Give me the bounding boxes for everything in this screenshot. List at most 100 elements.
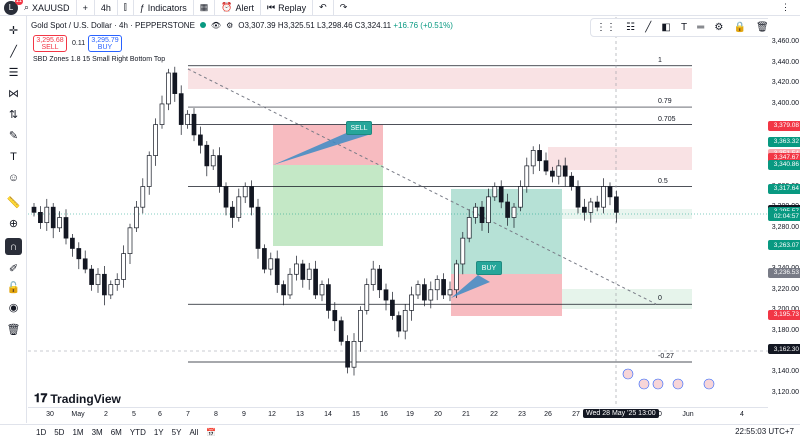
visibility-tool[interactable]: ◉ xyxy=(5,299,22,316)
prediction-tool[interactable]: ⇅ xyxy=(5,106,22,123)
range-5d[interactable]: 5D xyxy=(54,427,65,437)
chart-legend: Gold Spot / U.S. Dollar · 4h · PEPPERSTO… xyxy=(31,18,453,32)
fib-tool[interactable]: ☰ xyxy=(5,64,22,81)
supply-zone-mid xyxy=(548,147,692,170)
trendline-tool[interactable]: ╱ xyxy=(5,43,22,60)
lock-drawing-tool[interactable]: ✐ xyxy=(5,260,22,277)
delete-tool[interactable]: 🗑 xyxy=(5,321,22,338)
time-tick: 6 xyxy=(158,411,162,418)
gear-icon[interactable]: ⚙ xyxy=(226,20,234,30)
add-symbol-button[interactable]: + xyxy=(77,0,95,16)
indicators-button[interactable]: ƒ Indicators xyxy=(134,0,194,16)
price-tag: 02:04:57 xyxy=(768,211,800,222)
candle-body xyxy=(505,201,510,218)
candle-body xyxy=(370,268,376,285)
pattern-tool[interactable]: ⋈ xyxy=(5,85,22,102)
undo-button[interactable]: ↶ xyxy=(313,0,334,16)
drag-handle-icon[interactable]: ⋮⋮ xyxy=(596,22,617,33)
range-3m[interactable]: 3M xyxy=(91,427,103,437)
lock-icon[interactable]: 🔒 xyxy=(733,22,746,33)
candle-body xyxy=(230,206,235,218)
candle-body xyxy=(114,279,120,285)
buy-callout[interactable]: BUY xyxy=(476,261,502,275)
candle-body xyxy=(582,206,587,213)
text-tool[interactable]: T xyxy=(5,148,22,165)
range-6m[interactable]: 6M xyxy=(110,427,122,437)
eye-icon[interactable]: 👁 xyxy=(210,20,222,30)
economic-event-icon[interactable] xyxy=(622,368,634,380)
line-color-icon[interactable]: ╱ xyxy=(645,22,652,33)
price-chart[interactable] xyxy=(28,17,768,407)
candle-body xyxy=(454,263,459,291)
calendar-icon[interactable]: 📅 xyxy=(206,427,217,437)
emoji-tool[interactable]: ☺ xyxy=(5,169,22,186)
price-tick: 3,120.00 xyxy=(771,389,799,396)
sell-callout[interactable]: SELL xyxy=(346,121,372,135)
crosshair-tool[interactable]: ✛ xyxy=(5,22,22,39)
range-all[interactable]: All xyxy=(189,427,199,437)
layout-button[interactable]: ▦ xyxy=(194,0,216,16)
date-ranges: 1D 5D 1M 3M 6M YTD 1Y 5Y All xyxy=(32,428,202,437)
candle-body xyxy=(377,268,382,291)
lock-tool[interactable]: 🔓 xyxy=(5,279,22,296)
symbol-search[interactable]: ⌕ XAUUSD xyxy=(18,0,77,16)
range-5y[interactable]: 5Y xyxy=(171,427,182,437)
price-tick: 3,220.00 xyxy=(771,285,799,293)
fib-level-label: 0 xyxy=(658,295,662,303)
candle-body xyxy=(434,279,440,291)
interval-button[interactable]: 4h xyxy=(95,0,118,16)
sell-button[interactable]: 3,295.68 SELL xyxy=(33,35,67,52)
candle-body xyxy=(614,196,619,213)
candle-body xyxy=(134,206,139,229)
settings-icon[interactable]: ⚙ xyxy=(714,22,724,33)
buy-button[interactable]: 3,295.79 BUY xyxy=(88,35,122,52)
notification-badge: 11 xyxy=(14,0,23,5)
tradingview-logo[interactable]: 𝟏𝟕 TradingView xyxy=(34,391,121,406)
magnet-tool[interactable]: ∩ xyxy=(5,238,22,255)
candle-body xyxy=(575,186,581,208)
candle-body xyxy=(396,315,402,332)
fib-level-label: 1 xyxy=(658,56,662,64)
more-menu-button[interactable]: ⋮ xyxy=(775,0,796,16)
price-tag: 3,347.67 xyxy=(768,152,800,163)
indicator-legend[interactable]: SBD Zones 1.8 15 Small Right Bottom Top xyxy=(33,56,166,63)
symbol-title[interactable]: Gold Spot / U.S. Dollar · 4h · PEPPERSTO… xyxy=(31,20,195,30)
alert-button[interactable]: ⏰ Alert xyxy=(215,0,262,16)
line-style-icon[interactable]: ═ xyxy=(697,22,705,33)
brush-tool[interactable]: ✎ xyxy=(5,127,22,144)
replay-button[interactable]: ⏮ Replay xyxy=(261,0,314,16)
candle-body xyxy=(191,113,197,136)
economic-event-icon[interactable] xyxy=(652,378,664,390)
range-1y[interactable]: 1Y xyxy=(153,427,164,437)
economic-event-icon[interactable] xyxy=(672,378,684,390)
range-1m[interactable]: 1M xyxy=(72,427,84,437)
economic-event-icon[interactable] xyxy=(638,378,650,390)
trendline-icon: ╱ xyxy=(10,46,17,58)
range-ytd[interactable]: YTD xyxy=(129,427,146,437)
zoom-tool[interactable]: ⊕ xyxy=(5,215,22,232)
candle-body xyxy=(550,170,555,177)
ruler-tool[interactable]: 📏 xyxy=(5,194,22,211)
trash-icon[interactable]: 🗑 xyxy=(756,22,769,33)
candle-body xyxy=(326,284,331,311)
user-avatar[interactable]: L 11 xyxy=(4,0,23,15)
candle-body xyxy=(281,284,286,296)
drawing-toolbar: ✛ ╱ ☰ ⋈ ⇅ ✎ T ☺ 📏 ⊕ ∩ ✐ 🔓 ◉ 🗑 xyxy=(0,16,27,423)
candles-icon: ⫿ xyxy=(123,2,127,12)
candle-body xyxy=(121,253,126,280)
time-tick: 2 xyxy=(104,411,108,418)
utc-clock[interactable]: 22:55:03 UTC+7 xyxy=(735,427,794,436)
candle-body xyxy=(198,134,203,146)
candle-body xyxy=(249,186,254,208)
lock-icon: 🔓 xyxy=(6,282,21,294)
chart-type-button[interactable]: ⫿ xyxy=(118,0,134,16)
redo-button[interactable]: ↷ xyxy=(334,0,354,16)
sell-callout-pointer xyxy=(273,127,368,165)
range-1d[interactable]: 1D xyxy=(36,427,47,437)
text-color-icon[interactable]: T xyxy=(680,22,688,33)
candle-body xyxy=(518,186,523,208)
economic-event-icon[interactable] xyxy=(703,378,715,390)
fill-icon[interactable]: ◧ xyxy=(661,22,671,33)
template-icon[interactable]: ☷ xyxy=(626,22,636,33)
time-tick: 4 xyxy=(740,411,744,418)
